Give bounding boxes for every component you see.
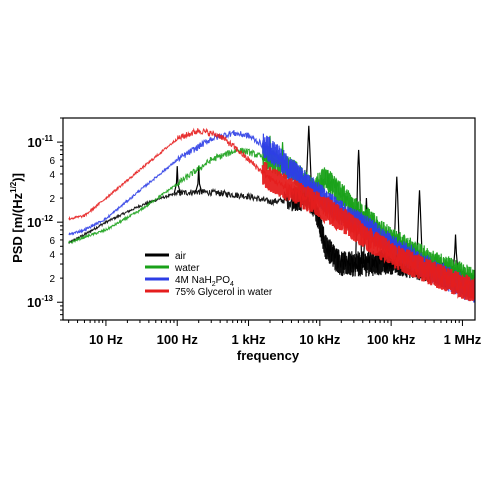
y-minor-tick-label: 2 xyxy=(49,194,55,205)
y-axis-label: PSD [m/(Hz1/2)] xyxy=(9,173,25,263)
y-minor-tick-label: 2 xyxy=(49,274,55,285)
legend-label: 75% Glycerol in water xyxy=(175,287,273,298)
resonance-peak xyxy=(305,125,313,197)
series-group xyxy=(68,125,475,303)
legend-label: water xyxy=(174,263,200,274)
x-axis-label: frequency xyxy=(237,348,300,363)
x-tick-label: 100 kHz xyxy=(367,332,416,347)
y-axis-label-main: PSD [m/(Hz xyxy=(10,192,25,263)
y-axis-label-sup: 1/2 xyxy=(9,181,18,193)
plot-frame xyxy=(62,117,476,321)
resonance-peak xyxy=(451,234,460,280)
resonance-peak xyxy=(415,190,424,268)
plot-layer xyxy=(68,125,475,303)
y-tick-label: 10-11 xyxy=(27,134,53,150)
legend-item: water xyxy=(145,263,200,274)
resonance-peak xyxy=(355,149,363,265)
legend-item: air xyxy=(145,251,187,262)
series-75-glycerol-in-water xyxy=(68,127,475,302)
x-tick-label: 10 Hz xyxy=(89,332,123,347)
legend-item: 75% Glycerol in water xyxy=(145,287,273,298)
y-minor-tick-label: 4 xyxy=(49,250,55,261)
y-minor-tick-label: 4 xyxy=(49,170,55,181)
series-line xyxy=(68,187,475,297)
y-axis-label-end: )] xyxy=(10,173,25,182)
y-tick-label: 10-12 xyxy=(27,214,54,230)
y-minor-tick-label: 6 xyxy=(49,156,55,167)
x-tick-label: 1 MHz xyxy=(444,332,482,347)
y-tick-label: 10-13 xyxy=(27,294,54,310)
resonance-peak xyxy=(393,176,401,264)
resonance-peak xyxy=(324,169,332,188)
x-tick-label: 1 kHz xyxy=(232,332,266,347)
legend-label: air xyxy=(175,251,187,262)
series-noise-band xyxy=(261,161,475,302)
legend-item: 4M NaH2PO4 xyxy=(145,275,234,288)
x-tick-label: 100 Hz xyxy=(157,332,199,347)
axes-layer: 10 Hz 100 Hz 1 kHz 10 kHz 100 kHz 1 MHz 10-11 1… xyxy=(27,117,482,347)
legend-label: 4M NaH2PO4 xyxy=(175,275,234,288)
y-minor-tick-label: 6 xyxy=(49,236,55,247)
x-tick-label: 10 kHz xyxy=(299,332,341,347)
resonance-peak xyxy=(173,166,181,194)
